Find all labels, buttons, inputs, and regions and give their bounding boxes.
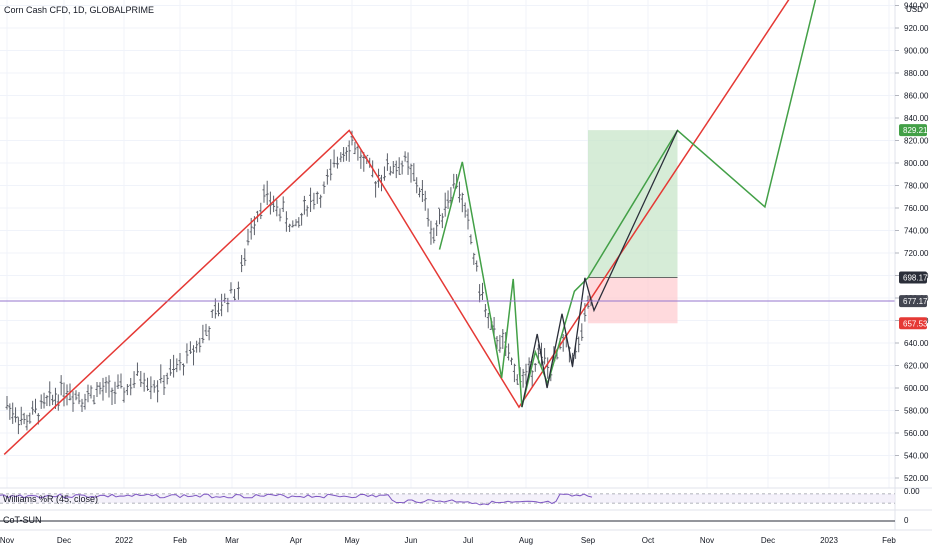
y-tick-label: 740.00: [904, 227, 929, 236]
entry-price-badge: 698.17: [899, 271, 928, 284]
williams-axis-value: 0.00: [904, 487, 920, 496]
y-tick-label: 940.00: [904, 2, 929, 11]
x-tick-label: Feb: [882, 536, 896, 545]
chart-title: Corn Cash CFD, 1D, GLOBALPRIME: [4, 5, 154, 15]
cot-axis-value: 0: [904, 516, 909, 525]
williams-band-fill: [0, 494, 895, 503]
y-tick-label: 640.00: [904, 339, 929, 348]
target-price-label: 829.21: [903, 126, 928, 135]
y-tick-label: 520.00: [904, 474, 929, 483]
y-tick-label: 620.00: [904, 362, 929, 371]
y-tick-label: 800.00: [904, 159, 929, 168]
x-tick-label: Sep: [581, 536, 596, 545]
target-badge-box: [899, 124, 927, 137]
y-tick-label: 600.00: [904, 384, 929, 393]
x-tick-label: 2022: [115, 536, 133, 545]
y-tick-label: 840.00: [904, 114, 929, 123]
entry-price-label: 698.17: [903, 274, 928, 283]
x-tick-label: 2023: [820, 536, 838, 545]
gridlines: [0, 0, 895, 488]
x-tick-label: Dec: [57, 536, 71, 545]
williams-r-pane[interactable]: Williams %R (45, close) 0.00: [0, 487, 932, 506]
y-tick-label: 900.00: [904, 47, 929, 56]
y-tick-label: 820.00: [904, 137, 929, 146]
x-tick-label: Apr: [290, 536, 303, 545]
y-tick-label: 880.00: [904, 69, 929, 78]
dark-wave-path: [521, 130, 679, 408]
x-tick-label: Dec: [761, 536, 775, 545]
x-tick-label: Mar: [225, 536, 239, 545]
williams-label: Williams %R (45, close): [3, 494, 98, 504]
current-price-label: 677.17: [903, 297, 928, 306]
x-tick-label: Jul: [463, 536, 473, 545]
x-tick-label: May: [344, 536, 359, 545]
x-tick-label: Nov: [0, 536, 14, 545]
time-axis[interactable]: Nov Dec 2022 Feb Mar Apr May Jun Jul Aug Sep Oct Nov…: [0, 536, 896, 545]
y-tick-label: 580.00: [904, 407, 929, 416]
stop-price-badge: 657.53: [899, 317, 928, 330]
y-tick-label: 760.00: [904, 204, 929, 213]
x-tick-label: Oct: [642, 536, 655, 545]
stop-badge-box: [899, 317, 927, 330]
y-tick-label: 720.00: [904, 249, 929, 258]
current-badge-box: [899, 295, 927, 308]
williams-r-line: [0, 493, 593, 506]
target-price-badge: 829.21: [899, 124, 928, 137]
y-tick-label: 780.00: [904, 182, 929, 191]
x-tick-label: Nov: [700, 536, 714, 545]
y-tick-label: 560.00: [904, 429, 929, 438]
entry-badge-box: [899, 271, 927, 284]
red-trend-line: [3, 0, 790, 455]
loss-zone: [588, 277, 678, 324]
x-tick-label: Aug: [519, 536, 533, 545]
stop-price-label: 657.53: [903, 319, 928, 328]
trend-drawings[interactable]: [3, 0, 817, 455]
currency-label: USD: [906, 5, 923, 14]
y-tick-label: 860.00: [904, 92, 929, 101]
y-tick-label: 540.00: [904, 452, 929, 461]
x-tick-label: Feb: [173, 536, 187, 545]
green-projection-path: [438, 0, 817, 408]
current-price-badge: 677.17: [899, 295, 928, 308]
cot-label: CoT-SUN: [3, 515, 42, 525]
y-tick-label: 920.00: [904, 24, 929, 33]
x-tick-label: Jun: [405, 536, 418, 545]
cot-pane[interactable]: CoT-SUN 0: [0, 509, 932, 525]
